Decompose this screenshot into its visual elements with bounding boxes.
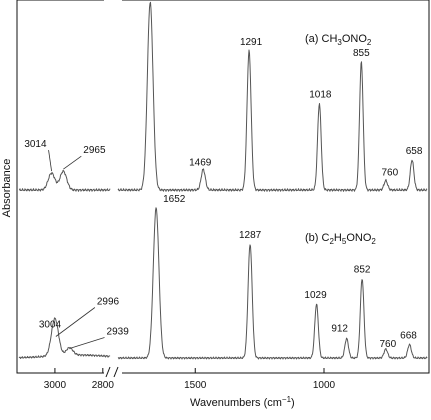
panel-a-label: (a) CH3ONO2	[305, 33, 372, 47]
peak-leader-2939	[69, 337, 105, 349]
peak-label-1287: 1287	[239, 230, 262, 241]
x-tick-label-1000: 1000	[313, 380, 336, 391]
peak-label-3004: 3004	[39, 320, 62, 331]
peak-leader-lines	[48, 150, 105, 349]
peak-label-1652: 1652	[163, 194, 186, 205]
peak-label-852: 852	[354, 265, 371, 276]
axis-break-mark-right	[113, 366, 119, 378]
spectrum-line-a-seg1	[19, 170, 111, 192]
peak-label-912: 912	[331, 324, 348, 335]
spectrum-line-a-seg2	[117, 1, 428, 192]
peak-label-760: 760	[381, 168, 398, 179]
peak-label-2996: 2996	[97, 297, 120, 308]
peak-label-760: 760	[379, 339, 396, 350]
spectrum-line-b-seg2	[117, 207, 428, 360]
peak-label-1469: 1469	[189, 157, 212, 168]
spectrum-line-b-seg1	[18, 317, 111, 359]
peak-leader-3014	[48, 150, 52, 172]
peak-label-1291: 1291	[240, 37, 263, 48]
x-axis-ticks: 3000 2800 1500 1000	[44, 368, 336, 391]
peak-label-1029: 1029	[304, 290, 327, 301]
peak-label-3014: 3014	[24, 139, 47, 150]
peak-label-668: 668	[400, 331, 417, 342]
panel-b-label: (b) C2H5ONO2	[305, 232, 376, 246]
x-tick-label-1500: 1500	[184, 380, 207, 391]
axis-break-mark-left	[105, 366, 111, 378]
peak-leader-2965	[63, 155, 82, 170]
x-tick-label-2800: 2800	[92, 380, 115, 391]
peak-label-658: 658	[406, 146, 423, 157]
y-axis-label: Absorbance	[1, 159, 13, 218]
peak-label-1018: 1018	[309, 90, 332, 101]
axis-break-gap-top	[104, 0, 122, 6]
x-axis-label: Wavenumbers (cm−1)	[190, 395, 295, 409]
peak-leader-2996	[55, 307, 96, 337]
x-tick-label-3000: 3000	[44, 380, 67, 391]
axis-break-gap	[104, 368, 122, 378]
peak-label-855: 855	[353, 48, 370, 59]
spectrum-traces	[18, 1, 428, 360]
peak-label-2965: 2965	[83, 145, 106, 156]
peak-label-2939: 2939	[107, 327, 130, 338]
plot-frame	[16, 0, 430, 374]
peak-labels: 3014296516751469129110188557606583004299…	[24, 37, 423, 350]
